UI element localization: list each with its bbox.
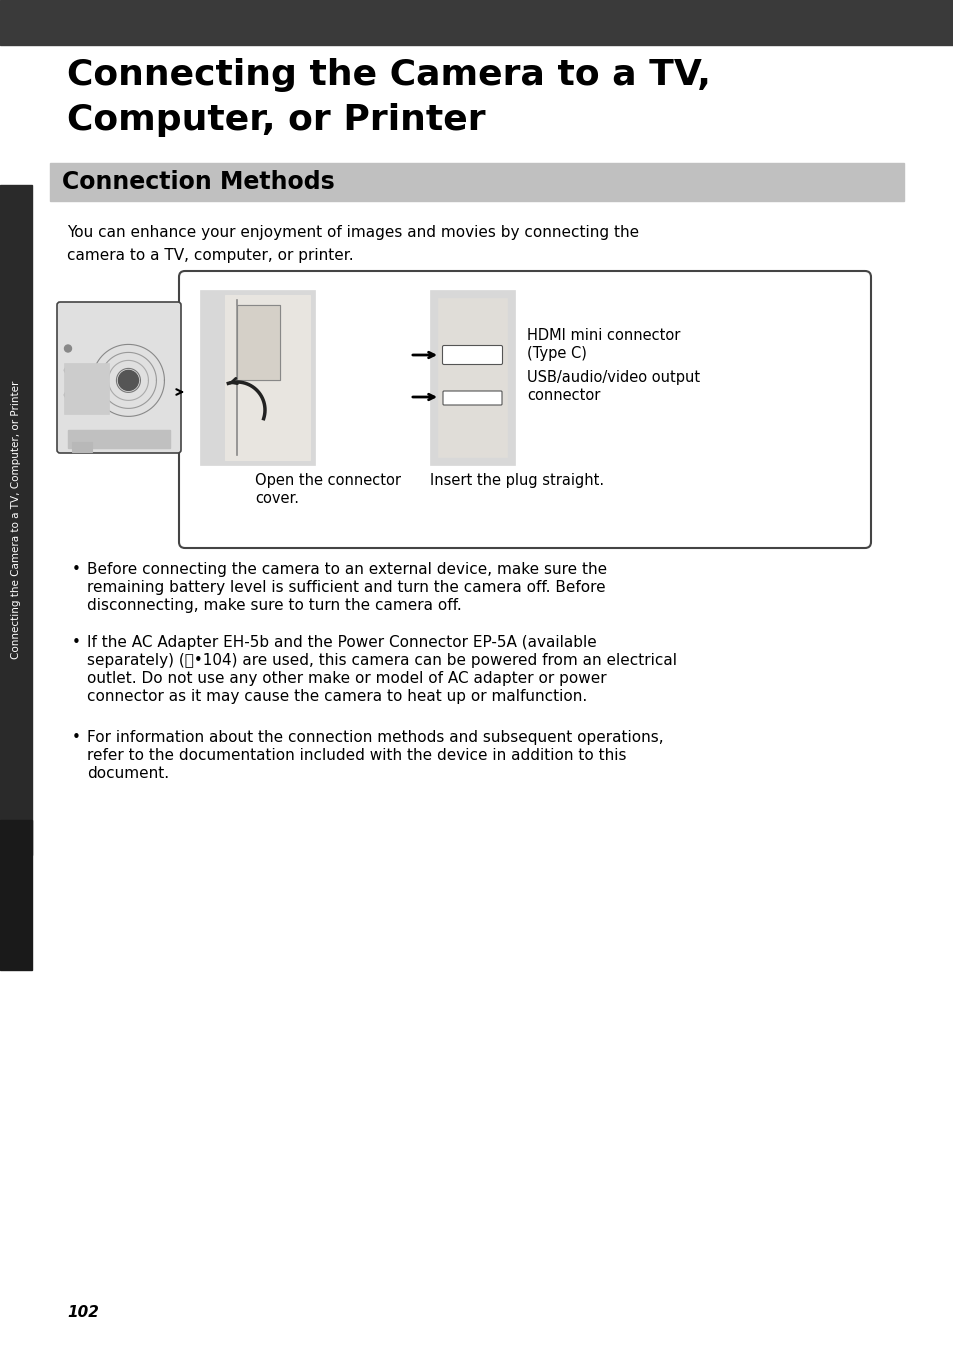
Bar <box>430 291 515 465</box>
Text: Connecting the Camera to a TV,: Connecting the Camera to a TV, <box>67 58 710 91</box>
Text: Before connecting the camera to an external device, make sure the: Before connecting the camera to an exter… <box>87 562 606 577</box>
Bar <box>64 363 109 414</box>
Text: camera to a TV, computer, or printer.: camera to a TV, computer, or printer. <box>67 247 354 264</box>
FancyBboxPatch shape <box>57 303 181 453</box>
Text: outlet. Do not use any other make or model of AC adapter or power: outlet. Do not use any other make or mod… <box>87 671 606 686</box>
Bar <box>0 0 953 44</box>
Circle shape <box>65 367 71 374</box>
Bar <box>71 443 91 452</box>
Bar <box>437 299 506 457</box>
Text: •: • <box>71 635 81 650</box>
Text: If the AC Adapter EH-5b and the Power Connector EP-5A (available: If the AC Adapter EH-5b and the Power Co… <box>87 635 597 650</box>
Text: document.: document. <box>87 767 169 781</box>
Bar <box>0 186 32 855</box>
Text: connector as it may cause the camera to heat up or malfunction.: connector as it may cause the camera to … <box>87 689 587 703</box>
Text: refer to the documentation included with the device in addition to this: refer to the documentation included with… <box>87 748 626 763</box>
Text: •: • <box>71 730 81 745</box>
Text: separately) (⎈•104) are used, this camera can be powered from an electrical: separately) (⎈•104) are used, this camer… <box>87 654 677 668</box>
Text: Open the connector: Open the connector <box>254 473 400 488</box>
Text: Connection Methods: Connection Methods <box>62 169 335 194</box>
Circle shape <box>118 370 138 390</box>
Text: (Type C): (Type C) <box>526 346 586 360</box>
Text: disconnecting, make sure to turn the camera off.: disconnecting, make sure to turn the cam… <box>87 599 461 613</box>
Bar <box>68 430 170 448</box>
Text: cover.: cover. <box>254 491 298 506</box>
Text: For information about the connection methods and subsequent operations,: For information about the connection met… <box>87 730 663 745</box>
Text: •: • <box>71 562 81 577</box>
Bar <box>225 295 310 460</box>
Text: HDMI mini connector: HDMI mini connector <box>526 328 679 343</box>
Text: You can enhance your enjoyment of images and movies by connecting the: You can enhance your enjoyment of images… <box>67 225 639 239</box>
Text: 102: 102 <box>67 1305 99 1319</box>
Circle shape <box>65 391 71 398</box>
Bar <box>200 291 314 465</box>
Bar <box>50 163 903 200</box>
Circle shape <box>65 346 71 352</box>
Text: USB/audio/video output: USB/audio/video output <box>526 370 700 385</box>
Polygon shape <box>236 305 280 381</box>
Text: connector: connector <box>526 387 599 404</box>
Text: remaining battery level is sufficient and turn the camera off. Before: remaining battery level is sufficient an… <box>87 580 605 594</box>
FancyBboxPatch shape <box>442 346 502 364</box>
Text: Connecting the Camera to a TV, Computer, or Printer: Connecting the Camera to a TV, Computer,… <box>11 381 21 659</box>
Bar <box>0 820 32 970</box>
FancyBboxPatch shape <box>179 270 870 547</box>
FancyBboxPatch shape <box>442 391 501 405</box>
Text: Computer, or Printer: Computer, or Printer <box>67 104 485 137</box>
Text: Insert the plug straight.: Insert the plug straight. <box>430 473 603 488</box>
